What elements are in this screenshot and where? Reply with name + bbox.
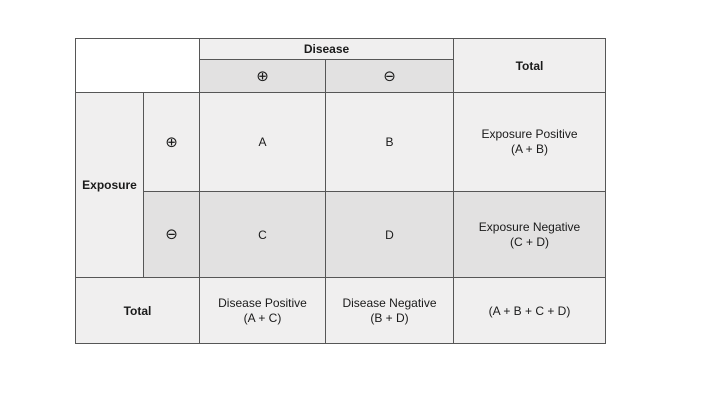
cell-b: B: [325, 92, 454, 192]
circled-minus-icon: ⊖: [165, 225, 178, 243]
grand-total-cell: (A + B + C + D): [453, 277, 606, 344]
exposure-negative-symbol-cell: ⊖: [143, 191, 200, 278]
exposure-negative-total-label: Exposure Negative: [478, 219, 581, 234]
contingency-table: Disease Total ⊕ ⊖ Exposure ⊕ A B Exposur…: [75, 38, 606, 344]
exposure-positive-total-cell: Exposure Positive (A + B): [453, 92, 606, 192]
total-row-header-cell: Total: [75, 277, 200, 344]
exposure-positive-total-label: Exposure Positive: [481, 127, 578, 141]
disease-positive-symbol-cell: ⊕: [199, 59, 326, 93]
circled-plus-icon: ⊕: [256, 66, 269, 85]
circled-minus-icon: ⊖: [383, 66, 396, 85]
disease-negative-total-cell: Disease Negative (B + D): [325, 277, 454, 344]
total-column-header-cell: Total: [453, 38, 606, 93]
disease-positive-total-label: Disease Positive: [218, 295, 307, 310]
disease-header-cell: Disease: [199, 38, 454, 60]
exposure-header-cell: Exposure: [75, 92, 144, 278]
disease-negative-total-label: Disease Negative: [342, 295, 437, 310]
disease-positive-total-formula: (A + C): [243, 310, 282, 325]
cell-c: C: [199, 191, 326, 278]
exposure-negative-total-cell: Exposure Negative (C + D): [453, 191, 606, 278]
circled-plus-icon: ⊕: [165, 132, 178, 151]
disease-negative-symbol-cell: ⊖: [325, 59, 454, 93]
exposure-positive-total-formula: (A + B): [510, 142, 548, 156]
disease-negative-total-formula: (B + D): [370, 310, 409, 325]
empty-corner-cell: [75, 38, 200, 93]
exposure-positive-symbol-cell: ⊕: [143, 92, 200, 192]
disease-positive-total-cell: Disease Positive (A + C): [199, 277, 326, 344]
cell-a: A: [199, 92, 326, 192]
cell-d: D: [325, 191, 454, 278]
exposure-negative-total-formula: (C + D): [510, 234, 549, 249]
